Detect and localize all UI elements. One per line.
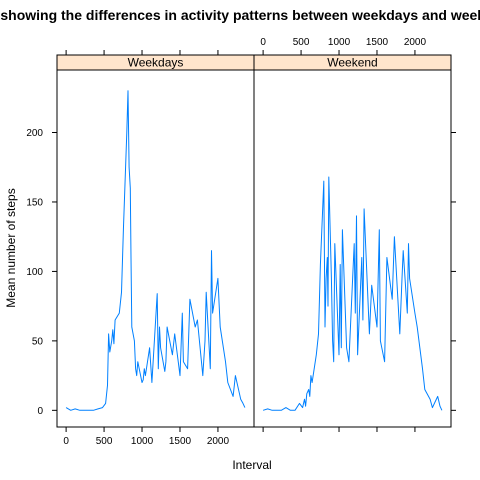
panel-strip-label: Weekdays	[128, 56, 184, 70]
x-tick-label-bottom: 1500	[169, 436, 192, 447]
y-tick-label: 0	[37, 406, 43, 417]
x-tick-label-bottom: 500	[96, 436, 113, 447]
panel-weekend: Weekend	[253, 54, 452, 428]
panel-frame	[56, 69, 255, 428]
x-tick-label-top: 500	[293, 37, 310, 48]
y-tick-label: 150	[26, 197, 43, 208]
panels-group: Weekdays Weekend	[56, 54, 452, 428]
panel-strip-label: Weekend	[327, 56, 377, 70]
chart-title: Plot showing the differences in activity…	[0, 7, 480, 23]
x-tick-label-top: 2000	[404, 37, 427, 48]
y-axis-title: Mean number of steps	[4, 188, 18, 307]
series-line-weekend	[262, 176, 443, 411]
x-tick-label-top: 1000	[328, 37, 351, 48]
x-axis-title: Interval	[232, 458, 271, 472]
x-tick-label-top: 0	[260, 37, 266, 48]
panel-weekdays: Weekdays	[56, 54, 255, 428]
x-tick-label-bottom: 2000	[207, 436, 230, 447]
x-tick-label-bottom: 1000	[131, 436, 154, 447]
y-tick-label: 200	[26, 128, 43, 139]
y-tick-label: 100	[26, 267, 43, 278]
x-tick-label-top: 1500	[366, 37, 389, 48]
x-tick-label-bottom: 0	[63, 436, 69, 447]
title-group: Plot showing the differences in activity…	[0, 7, 480, 23]
panel-frame	[253, 69, 452, 428]
y-tick-label: 50	[32, 336, 44, 347]
series-line-weekdays	[65, 90, 246, 411]
axes-group: 0 500 1000 1500 2000 0 500 1000 1500 2000 0 50 100 15…	[26, 37, 456, 447]
